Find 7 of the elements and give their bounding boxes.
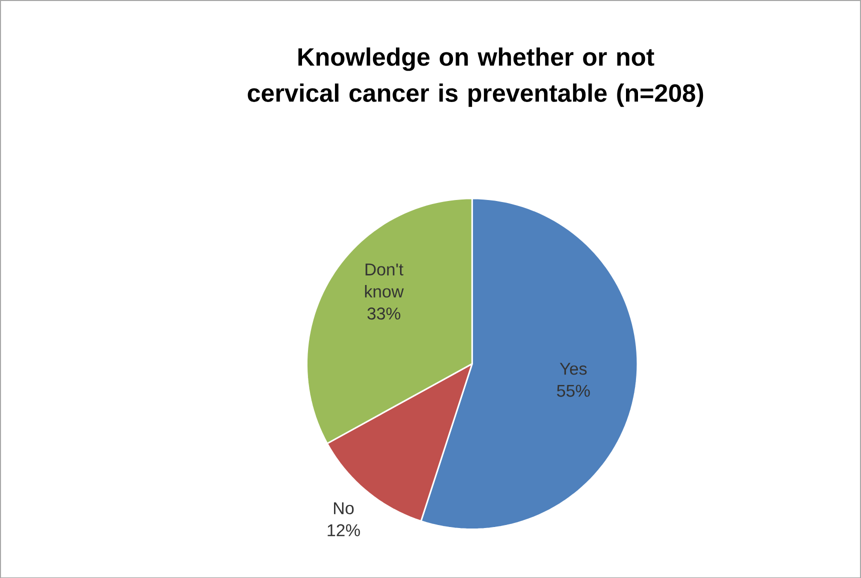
data-label: 12% xyxy=(328,524,360,536)
chart-title: Knowledge on whether or not cervical cancer is preventable (n=208) xyxy=(248,47,704,107)
slice-label: Don't know xyxy=(365,263,404,298)
data-label: 55% xyxy=(557,384,590,397)
slice-label: Yes xyxy=(560,362,587,375)
data-label: 33% xyxy=(367,307,400,320)
slice-label: No xyxy=(334,502,354,514)
